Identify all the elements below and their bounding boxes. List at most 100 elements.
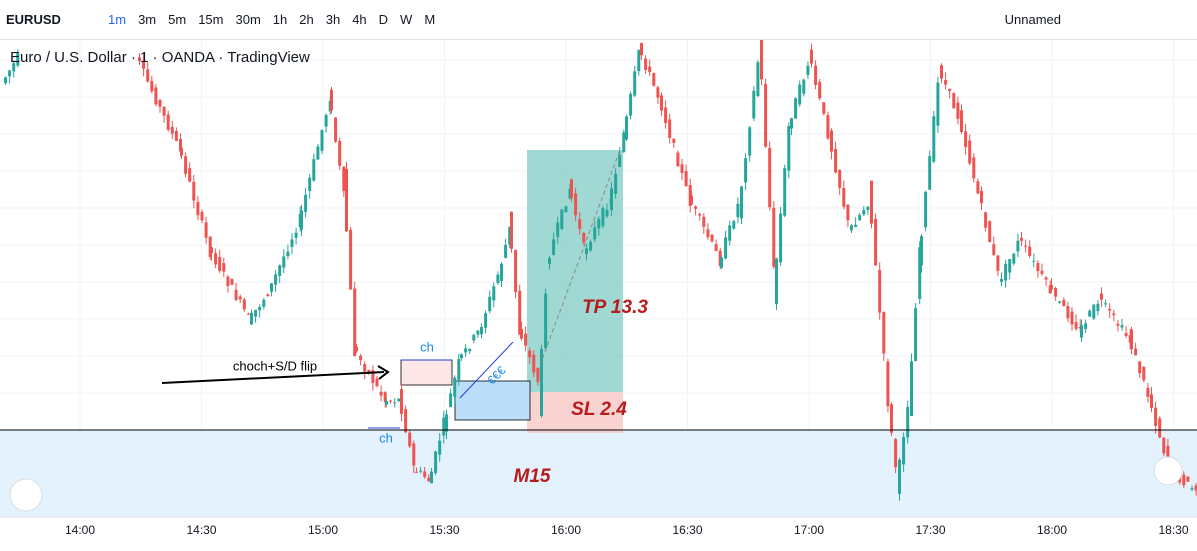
candle-body (514, 249, 518, 292)
candle-body (415, 471, 418, 473)
arrow-text: choch+S/D flip (233, 358, 317, 373)
diagonal-line (459, 341, 514, 399)
time-label: 16:30 (672, 523, 702, 537)
candle-body (242, 299, 246, 310)
target-line (539, 149, 621, 366)
candle-body (582, 233, 586, 243)
interval-button[interactable]: 3h (325, 12, 341, 27)
candle-body (1004, 263, 1008, 281)
time-label: 15:30 (429, 523, 459, 537)
candle-body (680, 164, 684, 173)
candle-body (854, 224, 858, 228)
candle-body (457, 359, 461, 380)
candle-body (656, 87, 660, 98)
candle-body (188, 168, 192, 182)
candle-body (622, 132, 626, 152)
candle-body (637, 50, 641, 72)
candle-body (564, 206, 568, 213)
candle-body (605, 209, 609, 217)
candle-body (814, 65, 818, 86)
candle-body (787, 126, 791, 171)
candle-body (453, 377, 457, 397)
candle-body (932, 116, 936, 162)
interval-button[interactable]: D (378, 12, 389, 27)
candle-body (8, 70, 12, 77)
candle-body (802, 79, 806, 94)
candle-body (690, 195, 693, 205)
candle-body (898, 459, 901, 494)
interval-button[interactable]: W (400, 12, 413, 27)
candle-body (894, 439, 898, 468)
candle-body (1028, 246, 1032, 256)
candle-body (528, 350, 532, 358)
candle-body (910, 361, 913, 417)
candle-body (625, 116, 628, 140)
interval-button[interactable]: 1m (108, 12, 127, 27)
candle-body (1062, 299, 1066, 307)
candle-body (524, 333, 528, 346)
time-labels: 14:00 14:30 15:00 15:30 16:00 16:30 17:00 17:30… (65, 523, 1189, 537)
candle-body (830, 130, 833, 152)
candle-body (496, 274, 500, 284)
candle-body (810, 49, 813, 64)
candle-body (744, 158, 748, 183)
candle-body (355, 346, 358, 352)
candle-body (779, 213, 783, 263)
logo[interactable] (9, 478, 43, 512)
candle-body (312, 159, 316, 181)
candle-body (230, 278, 234, 285)
candle-body (1084, 323, 1088, 329)
candle-body (570, 179, 573, 198)
interval-button[interactable]: 30m (235, 12, 261, 27)
symbol[interactable]: EURUSD (6, 12, 61, 27)
candle-body (601, 208, 605, 226)
interval-button[interactable]: M (424, 12, 436, 27)
candle-body (1134, 348, 1138, 356)
candle-body (924, 191, 928, 228)
candle-body (842, 187, 846, 207)
interval-button[interactable]: 4h (352, 12, 367, 27)
zone-label: M15 (514, 466, 551, 487)
candle-body (210, 247, 213, 253)
candle-body (589, 241, 593, 251)
candle-body (862, 210, 866, 215)
interval-button[interactable]: 3m (138, 12, 157, 27)
interval-button[interactable]: 5m (168, 12, 187, 27)
interval-button[interactable]: 1h (272, 12, 288, 27)
candle-body (752, 90, 756, 119)
candle-body (652, 73, 656, 86)
candle-body (952, 93, 956, 109)
interval-button[interactable]: 15m (198, 12, 224, 27)
candle-body (890, 404, 893, 433)
candle-body (300, 210, 303, 230)
scroll-button[interactable] (1153, 456, 1183, 486)
ch-label: ch (379, 430, 393, 445)
candle-body (878, 270, 882, 313)
candle-body (363, 364, 367, 372)
candle-body (956, 102, 960, 119)
candle-body (162, 106, 166, 116)
candle-body (393, 402, 397, 404)
candle-body (142, 61, 146, 69)
candle-body (914, 308, 918, 361)
candle-body (222, 263, 226, 272)
candle-body (472, 334, 476, 341)
candle-body (618, 155, 622, 167)
candle-body (676, 152, 680, 167)
interval-button[interactable]: 2h (299, 12, 314, 27)
candle-body (438, 440, 442, 455)
candle-body (274, 274, 278, 285)
candle-body (226, 276, 230, 286)
candle-body (664, 107, 668, 124)
candle-body (304, 194, 308, 212)
candle-body (1020, 237, 1023, 241)
candle-body (1050, 284, 1053, 290)
layout-name[interactable]: Unnamed (1004, 12, 1061, 27)
candle-body (964, 131, 968, 147)
candle-body (1104, 303, 1108, 305)
candle-body (874, 218, 878, 266)
candle-body (400, 389, 403, 414)
candle-body (882, 312, 886, 354)
candle-body (1124, 333, 1128, 336)
time-label: 15:00 (308, 523, 338, 537)
